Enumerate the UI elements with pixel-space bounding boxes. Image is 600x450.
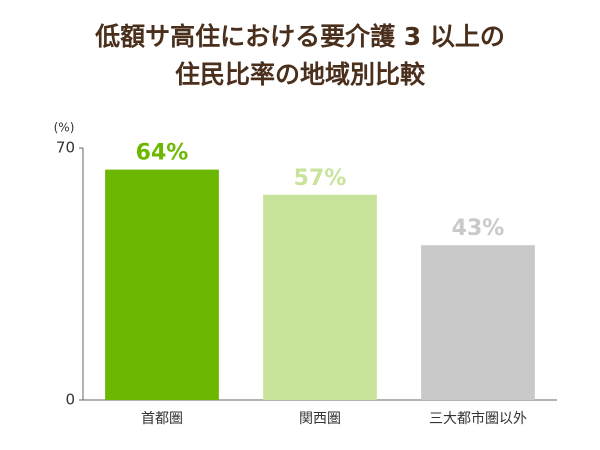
x-tick-label: 首都圏 — [141, 411, 183, 427]
value-label: 43% — [452, 216, 505, 241]
bar — [421, 245, 535, 400]
value-label: 64% — [136, 141, 189, 166]
y-unit: (%) — [54, 121, 75, 135]
bar — [105, 169, 219, 400]
y-tick-label: 70 — [56, 139, 75, 157]
x-tick-label: 三大都市圏以外 — [429, 410, 527, 427]
bar — [263, 194, 377, 400]
value-label: 57% — [294, 166, 347, 191]
y-tick-label: 0 — [65, 391, 75, 409]
chart-title: 住民比率の地域別比較 — [175, 60, 426, 89]
x-tick-label: 関西圏 — [299, 411, 341, 427]
chart-title: 低額サ高住における要介護 3 以上の — [94, 22, 505, 51]
